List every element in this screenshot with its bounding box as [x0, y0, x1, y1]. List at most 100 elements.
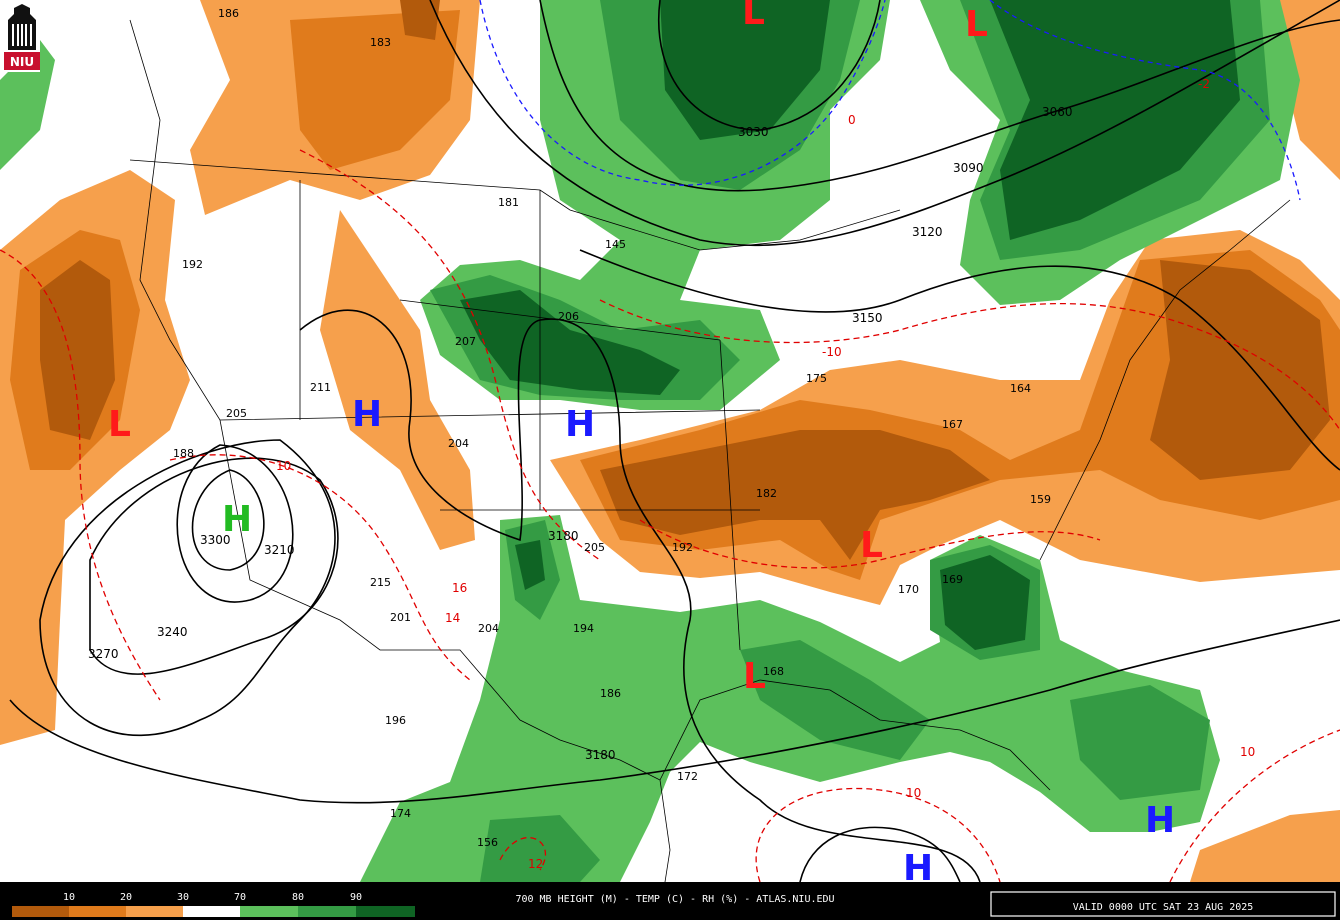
temp-label: 14: [445, 611, 460, 625]
station-value: 194: [573, 622, 594, 635]
dry-20: [290, 10, 460, 170]
station-value: 145: [605, 238, 626, 251]
station-value: 192: [182, 258, 203, 271]
temp-contour: [599, 299, 1340, 431]
dry-10: [600, 430, 990, 560]
colorbar-box: [69, 906, 126, 917]
height-label: 3120: [912, 225, 943, 239]
station-value: 188: [173, 447, 194, 460]
height-contour: [9, 619, 1340, 804]
temp-label: 10: [906, 786, 921, 800]
dry-10: [1150, 260, 1330, 480]
colorbar-box: [183, 906, 240, 917]
temp-label: 10: [276, 459, 291, 473]
station-value: 169: [942, 573, 963, 586]
station-value: 186: [218, 7, 239, 20]
station-value: 156: [477, 836, 498, 849]
valid-time: VALID 0000 UTC SAT 23 AUG 2025: [1073, 902, 1254, 913]
height-contour: [799, 826, 961, 883]
moist-80: [1070, 685, 1210, 800]
station-value: 186: [600, 687, 621, 700]
station-value: 175: [806, 372, 827, 385]
logo: NIU: [4, 4, 40, 72]
height-label: 3240: [157, 625, 188, 639]
dry-30: [320, 210, 475, 550]
station-value: 205: [226, 407, 247, 420]
moist-90: [515, 540, 545, 590]
station-value: 168: [763, 665, 784, 678]
moist-90: [460, 290, 680, 395]
colorbar-label: 10: [63, 892, 75, 903]
border: [1039, 199, 1291, 561]
low-center: L: [860, 525, 883, 566]
station-value: 204: [448, 437, 469, 450]
colorbar-box: [356, 906, 415, 917]
temp-contour: [755, 787, 1001, 883]
station-value: 181: [498, 196, 519, 209]
temp-contour: [299, 149, 601, 561]
high-center: H: [352, 394, 382, 435]
station-value: 174: [390, 807, 411, 820]
height-contour: [657, 0, 881, 131]
height-contour: [539, 0, 1340, 192]
colorbar-label: 30: [177, 892, 189, 903]
height-label: 3060: [1042, 105, 1073, 119]
temp-contour: [479, 0, 886, 186]
high-center: H: [222, 499, 252, 540]
footer-title: 700 MB HEIGHT (M) - TEMP (C) - RH (%) - …: [515, 894, 834, 905]
height-contour: [299, 309, 981, 883]
station-value: 164: [1010, 382, 1031, 395]
border: [129, 19, 671, 883]
dry-10: [40, 260, 115, 440]
temp-contour: [639, 519, 1101, 569]
height-label: 3300: [200, 533, 231, 547]
colorbar-box: [240, 906, 298, 917]
station-value: 183: [370, 36, 391, 49]
height-label: 3210: [264, 543, 295, 557]
temp-label: 10: [1240, 745, 1255, 759]
moist-90: [990, 0, 1240, 240]
freezing-contours: [479, 0, 1301, 201]
low-center: L: [108, 404, 131, 445]
stations: 186 183 181 145 192 206 207 211 205 204 …: [173, 7, 1051, 849]
temp-contour: [0, 249, 161, 701]
colorbar-label: 70: [234, 892, 246, 903]
low-center: L: [742, 0, 765, 33]
station-value: 207: [455, 335, 476, 348]
temp-contour: [1169, 729, 1340, 883]
high-center: H: [1145, 800, 1175, 841]
height-contour: [429, 0, 1340, 247]
height-label: 3150: [852, 311, 883, 325]
height-label: 3030: [738, 125, 769, 139]
station-value: 167: [942, 418, 963, 431]
height-contours: [9, 0, 1340, 883]
moist-90: [660, 0, 830, 140]
height-contour: [39, 439, 336, 737]
station-value: 159: [1030, 493, 1051, 506]
low-center: L: [965, 4, 988, 45]
colorbar-box: [126, 906, 183, 917]
station-value: 196: [385, 714, 406, 727]
height-contour: [176, 444, 294, 603]
moist-90: [940, 555, 1030, 650]
colorbar-box: [298, 906, 356, 917]
high-center: H: [565, 404, 595, 445]
station-value: 170: [898, 583, 919, 596]
logo-text: NIU: [10, 55, 34, 69]
logo-band: [4, 52, 40, 70]
temp-label: -10: [822, 345, 842, 359]
temp-label: 12: [528, 857, 543, 871]
logo-columns: [12, 24, 32, 46]
dry-30: [1190, 810, 1340, 882]
temp-contour: [499, 836, 547, 871]
rh-colorbar: 10 20 30 70 80 90: [12, 892, 415, 917]
moist-70: [0, 40, 55, 170]
temp-contour: [169, 454, 471, 681]
station-value: 172: [677, 770, 698, 783]
height-label: 3180: [548, 529, 579, 543]
station-value: 215: [370, 576, 391, 589]
border: [659, 679, 1051, 791]
colorbar-label: 20: [120, 892, 132, 903]
height-label: 3270: [88, 647, 119, 661]
